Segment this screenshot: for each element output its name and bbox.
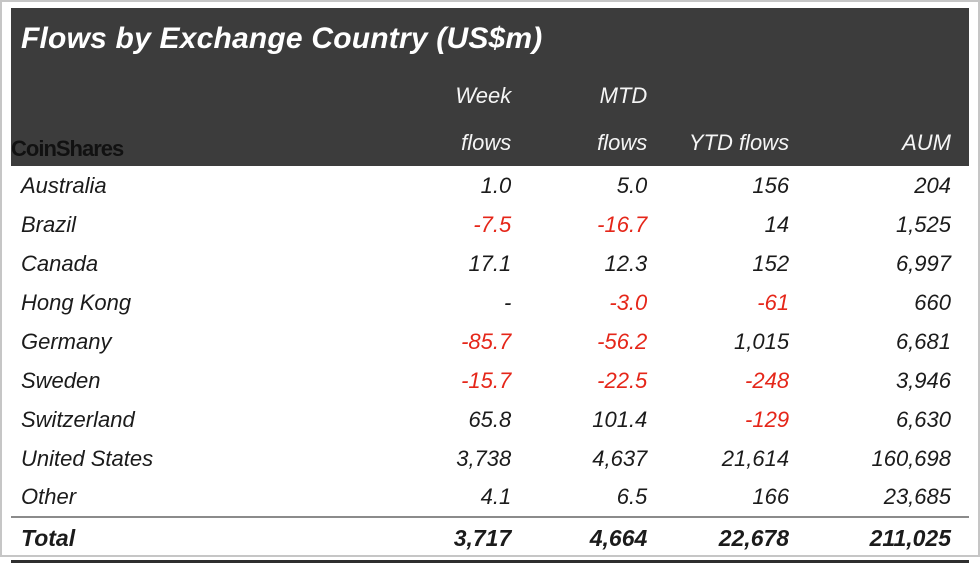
table-row: Switzerland 65.8 101.4 -129 6,630: [11, 400, 969, 439]
value-cell: -7.5: [473, 211, 512, 237]
value-cell: -15.7: [461, 367, 512, 393]
value-cell: -3.0: [609, 289, 648, 315]
value-cell: 160,698: [871, 445, 951, 471]
value-cell: 65.8: [468, 406, 512, 432]
table-row: Sweden -15.7 -22.5 -248 3,946: [11, 361, 969, 400]
title-row: Flows by Exchange Country (US$m): [11, 8, 969, 66]
value-cell: 6,681: [895, 328, 951, 354]
total-row: Total 3,717 4,664 22,678 211,025: [11, 516, 969, 563]
table-row: Other 4.1 6.5 166 23,685: [11, 478, 969, 517]
value-cell: 5.0: [616, 172, 648, 198]
country-cell: Sweden: [21, 367, 101, 393]
value-cell: 23,685: [883, 484, 951, 509]
total-value-cell: 22,678: [665, 516, 808, 563]
country-cell: Hong Kong: [21, 289, 132, 315]
country-cell: United States: [21, 445, 154, 471]
value-cell: 152: [752, 250, 790, 276]
value-cell: -: [503, 289, 512, 315]
table-row: United States 3,738 4,637 21,614 160,698: [11, 439, 969, 478]
table-row: Canada 17.1 12.3 152 6,997: [11, 244, 969, 283]
value-cell: -22.5: [597, 367, 648, 393]
country-cell: Switzerland: [21, 406, 135, 432]
table-footer: Total 3,717 4,664 22,678 211,025: [11, 516, 969, 563]
total-value-cell: 211,025: [807, 516, 969, 563]
col-header-week-line1: Week: [379, 66, 530, 113]
table-row: Hong Kong - -3.0 -61 660: [11, 283, 969, 322]
value-cell: -16.7: [597, 211, 648, 237]
value-cell: 1.0: [480, 172, 512, 198]
value-cell: -61: [757, 289, 790, 315]
value-cell: 6,997: [895, 250, 951, 276]
column-header-row-1: CoinShares Week MTD: [11, 66, 969, 166]
value-cell: 21,614: [721, 445, 790, 471]
value-cell: -248: [745, 367, 790, 393]
value-cell: -56.2: [597, 328, 648, 354]
col-header-ytd-line1: [665, 66, 808, 113]
table-row: Germany -85.7 -56.2 1,015 6,681: [11, 322, 969, 361]
flows-by-exchange-country-table: Flows by Exchange Country (US$m) CoinSha…: [11, 8, 969, 563]
total-label: Total: [11, 516, 380, 563]
value-cell: 6,630: [895, 406, 951, 432]
coinshares-logo: CoinShares: [11, 66, 380, 166]
col-header-aum-line1: [807, 66, 969, 113]
value-cell: 3,738: [456, 445, 512, 471]
value-cell: 6.5: [616, 484, 648, 509]
value-cell: 14: [764, 211, 790, 237]
table-header: Flows by Exchange Country (US$m) CoinSha…: [11, 8, 969, 166]
col-header-ytd-line2: YTD flows: [665, 113, 808, 166]
table-row: Brazil -7.5 -16.7 14 1,525: [11, 205, 969, 244]
col-header-week-line2: flows: [379, 113, 530, 166]
value-cell: 1,015: [734, 328, 790, 354]
country-cell: Other: [21, 484, 77, 509]
country-cell: Australia: [21, 172, 107, 198]
value-cell: -85.7: [461, 328, 512, 354]
table-row: Australia 1.0 5.0 156 204: [11, 166, 969, 205]
column-header-row-2: flows flows YTD flows AUM: [11, 113, 969, 166]
total-value-cell: 4,664: [529, 516, 666, 563]
value-cell: 12.3: [604, 250, 648, 276]
col-header-mtd-line1: MTD: [529, 66, 666, 113]
value-cell: 4,637: [592, 445, 648, 471]
col-header-aum-line2: AUM: [807, 113, 969, 166]
table-body: Australia 1.0 5.0 156 204 Brazil -7.5 -16.7 14 1,…: [11, 166, 969, 517]
value-cell: 1,525: [895, 211, 951, 237]
country-cell: Brazil: [21, 211, 77, 237]
value-cell: 17.1: [468, 250, 512, 276]
value-cell: 4.1: [480, 484, 512, 509]
page-title: Flows by Exchange Country (US$m): [11, 8, 969, 66]
value-cell: 101.4: [592, 406, 648, 432]
country-cell: Germany: [21, 328, 112, 354]
value-cell: 3,946: [895, 367, 951, 393]
col-header-mtd-line2: flows: [529, 113, 666, 166]
value-cell: 166: [752, 484, 790, 509]
value-cell: 156: [752, 172, 790, 198]
total-value-cell: 3,717: [379, 516, 530, 563]
value-cell: 204: [914, 172, 951, 198]
country-cell: Canada: [21, 250, 99, 276]
value-cell: 660: [914, 289, 951, 315]
value-cell: -129: [745, 406, 790, 432]
